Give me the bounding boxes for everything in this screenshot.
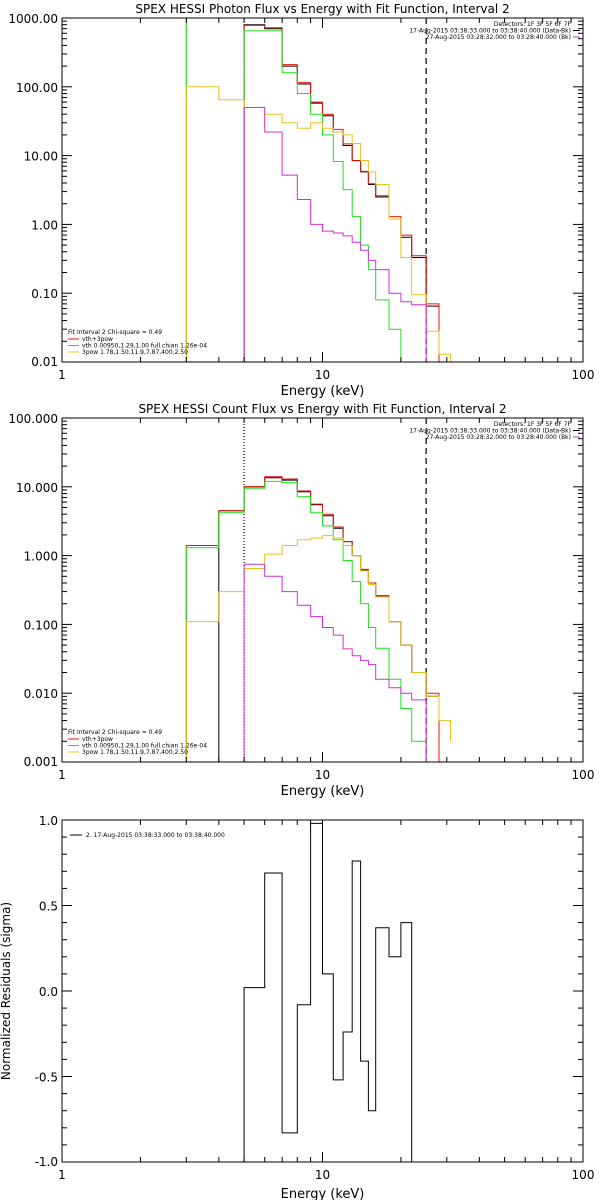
header-line: 27-Aug-2015 03:28:32.000 to 03:28:40.000… xyxy=(426,434,571,441)
y-tick-label: 0.01 xyxy=(31,355,58,369)
x-axis: 1 10 100 xyxy=(58,418,594,782)
legend: Fit Interval 2 Chi-square = 0.49vth+3pow… xyxy=(68,729,207,756)
y-tick-label: 0.100 xyxy=(24,618,58,632)
legend-entry: 2. 17-Aug-2015 03:38:33.000 to 03:38:40.… xyxy=(86,832,225,839)
y-tick-label: 0.001 xyxy=(24,755,58,769)
series-line-3pow xyxy=(185,535,451,762)
y-tick-label: -0.5 xyxy=(35,1071,58,1085)
x-tick-label: 10 xyxy=(315,768,330,782)
x-axis: 1 10 100 xyxy=(58,18,594,382)
y-tick-label: 1000.00 xyxy=(8,12,58,26)
series-line-residuals xyxy=(243,822,413,1162)
series-group xyxy=(185,476,451,762)
y-axis-label: Normalized Residuals (sigma) xyxy=(0,902,13,1080)
chart-panel-3: 1 10 100 Energy (keV) -1.0 -0.5 0.0 0.5 1.0 Norma… xyxy=(0,814,594,1200)
y-axis: 0.01 0.10 1.00 10.00 100.00 1000.00 xyxy=(8,12,583,369)
y-tick-label: 0.0 xyxy=(39,985,58,999)
x-tick-label: 10 xyxy=(315,368,330,382)
legend-entry: 3pow 1.78,1.50,11.9,7.87,400,2.50 xyxy=(82,749,188,756)
series-line-data xyxy=(243,24,440,362)
x-tick-label: 1 xyxy=(58,368,66,382)
legend-entry: vth 0.00950,1.29,1.00 full chian 1.26e-0… xyxy=(82,743,207,750)
x-tick-label: 1 xyxy=(58,1168,66,1182)
legend-entry: 3pow 1.78,1.50,11.9,7.87,400,2.50 xyxy=(82,349,188,356)
y-axis: 0.001 0.010 0.100 1.000 10.000 100.000 xyxy=(8,412,583,769)
y-tick-label: 0.10 xyxy=(31,287,58,301)
series-line-vth-3pow xyxy=(243,24,440,362)
legend-entry: vth+3pow xyxy=(82,736,113,743)
x-axis-label: Energy (keV) xyxy=(281,1187,365,1200)
series-group xyxy=(185,24,451,362)
x-tick-label: 100 xyxy=(572,1168,595,1182)
x-tick-label: 100 xyxy=(572,768,595,782)
header-line: Detectors: 1F 3F 5F 6F 7F xyxy=(494,421,572,428)
y-tick-label: 0.5 xyxy=(39,900,58,914)
series-group xyxy=(243,822,413,1162)
plot-frame xyxy=(61,417,584,763)
series-line-vth xyxy=(185,480,427,762)
series-line-background xyxy=(243,107,427,362)
y-tick-label: 100.00 xyxy=(16,81,58,95)
y-tick-label: 1.00 xyxy=(31,218,58,232)
y-tick-label: -1.0 xyxy=(35,1155,58,1169)
header-line: 27-Aug-2015 03:28:32.000 to 03:28:40.000… xyxy=(426,34,571,41)
legend-entry: vth 0.00950,1.29,1.00 full chian 1.26e-0… xyxy=(82,343,207,350)
fit-label: Fit Interval 2 Chi-square = 0.49 xyxy=(68,329,162,336)
series-line-data xyxy=(218,477,440,762)
series-line-vth-3pow xyxy=(185,476,440,762)
y-tick-label: 100.000 xyxy=(8,412,58,426)
legend: Fit Interval 2 Chi-square = 0.49vth+3pow… xyxy=(68,329,207,356)
chart-panel-2: SPEX HESSI Count Flux vs Energy with Fit… xyxy=(8,402,594,799)
y-tick-label: 10.00 xyxy=(24,150,58,164)
header-line: Detectors: 1F 3F 5F 6F 7F xyxy=(494,21,572,28)
chart-panel-1: SPEX HESSI Photon Flux vs Energy with Fi… xyxy=(8,2,594,399)
fit-label: Fit Interval 2 Chi-square = 0.49 xyxy=(68,729,162,736)
header-line: 17-Aug-2015 03:38:33.000 to 03:38:40.000… xyxy=(409,28,571,35)
plot-frame xyxy=(61,17,584,363)
x-axis-label: Energy (keV) xyxy=(281,384,365,399)
y-tick-label: 10.000 xyxy=(16,481,58,495)
x-tick-label: 100 xyxy=(572,368,595,382)
legend: 2. 17-Aug-2015 03:38:33.000 to 03:38:40.… xyxy=(70,832,225,839)
x-axis: 1 10 100 xyxy=(58,820,594,1182)
legend-entry: vth+3pow xyxy=(82,336,113,343)
y-axis: -1.0 -0.5 0.0 0.5 1.0 xyxy=(35,814,583,1169)
header-line: 17-Aug-2015 03:38:33.000 to 03:38:40.000… xyxy=(409,428,571,435)
chart-title: SPEX HESSI Count Flux vs Energy with Fit… xyxy=(138,402,506,416)
series-line-vth xyxy=(243,30,412,362)
series-line-background xyxy=(243,563,427,762)
y-tick-label: 1.000 xyxy=(24,550,58,564)
x-tick-label: 10 xyxy=(315,1168,330,1182)
y-tick-label: 0.010 xyxy=(24,687,58,701)
x-tick-label: 1 xyxy=(58,768,66,782)
y-tick-label: 1.0 xyxy=(39,814,58,828)
chart-title: SPEX HESSI Photon Flux vs Energy with Fi… xyxy=(135,2,509,16)
x-axis-label: Energy (keV) xyxy=(281,784,365,799)
